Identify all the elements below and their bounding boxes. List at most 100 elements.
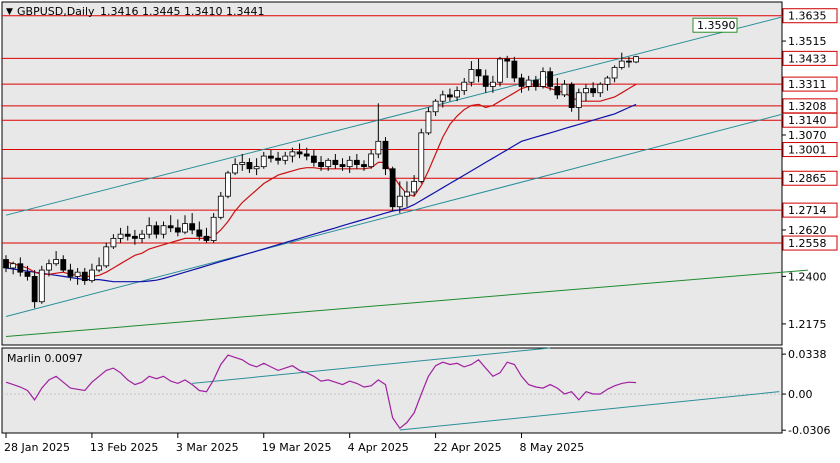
level-label-box-8	[782, 170, 838, 186]
candle-18	[131, 229, 138, 245]
candle-body-74	[532, 79, 539, 87]
level-label-box-2	[782, 50, 838, 66]
candle-body-88	[633, 56, 639, 63]
candle-29	[210, 213, 217, 243]
candle-body-31	[225, 172, 231, 197]
candle-body-9	[67, 269, 74, 277]
candle-body-59	[425, 111, 432, 134]
x-tick-label-6: 8 May 2025	[520, 441, 585, 454]
candle-3	[24, 265, 31, 281]
candle-86	[618, 52, 625, 70]
candle-body-50	[361, 164, 367, 168]
candle-5	[38, 265, 45, 304]
candle-body-26	[189, 223, 196, 231]
y-tick-label-2: 1.3433	[788, 52, 827, 65]
candle-73	[525, 75, 532, 91]
candle-9	[67, 263, 74, 281]
candle-body-70	[504, 58, 511, 62]
y-tick-label-12: 1.2400	[788, 270, 827, 283]
indicator-label: Marlin 0.0097	[7, 352, 83, 365]
candle-body-82	[590, 88, 597, 94]
candle-52	[375, 103, 382, 159]
candle-body-34	[246, 162, 253, 170]
candle-83	[597, 82, 604, 97]
candle-31	[225, 170, 231, 199]
candle-body-38	[275, 157, 281, 161]
candle-body-84	[604, 77, 611, 85]
osc-lower-trend-line	[399, 391, 780, 431]
long-trend-line	[5, 269, 808, 338]
ma-slow-line	[5, 103, 637, 283]
level-label-box-7	[782, 142, 838, 158]
y-tick-label-4: 1.3208	[788, 100, 827, 113]
candle-body-41	[296, 151, 303, 155]
candle-71	[511, 56, 518, 83]
candle-67	[482, 69, 489, 93]
candle-82	[590, 82, 597, 97]
candle-body-4	[31, 275, 38, 303]
candle-24	[174, 219, 181, 237]
candle-74	[532, 75, 539, 91]
candle-40	[289, 147, 296, 163]
osc-tick-label-1: 0.00	[788, 388, 813, 401]
candle-body-81	[583, 88, 589, 94]
candle-42	[303, 147, 310, 161]
candle-76	[547, 67, 554, 91]
candle-81	[583, 84, 589, 102]
candle-body-0	[3, 259, 9, 269]
candle-25	[182, 215, 188, 235]
symbol-label: GBPUSD,Daily	[17, 5, 95, 18]
candle-body-16	[117, 233, 124, 239]
candle-72	[518, 73, 525, 93]
candle-22	[160, 221, 167, 239]
candle-body-39	[282, 155, 289, 161]
candle-body-10	[74, 271, 81, 277]
candle-body-17	[124, 233, 131, 237]
candle-33	[239, 153, 246, 171]
candle-87	[626, 56, 632, 68]
candle-46	[332, 153, 339, 169]
candle-body-72	[518, 77, 525, 87]
candle-body-64	[461, 81, 468, 92]
candle-57	[411, 175, 418, 197]
candle-20	[146, 217, 153, 239]
candle-0	[3, 255, 9, 273]
candle-16	[117, 227, 124, 243]
candle-13	[96, 257, 102, 273]
candle-body-8	[60, 259, 67, 271]
candle-body-61	[439, 94, 446, 102]
candle-body-51	[368, 153, 375, 168]
candle-body-18	[131, 235, 138, 239]
candle-62	[447, 88, 453, 102]
y-tick-label-5: 1.3140	[788, 114, 827, 127]
y-tick-label-1: 1.3515	[788, 35, 827, 48]
candle-body-11	[81, 271, 88, 282]
candle-4	[31, 270, 38, 309]
candle-body-54	[389, 168, 396, 208]
candle-body-53	[382, 140, 389, 170]
candle-body-75	[540, 71, 546, 87]
candle-body-44	[318, 162, 324, 168]
candle-64	[461, 77, 468, 95]
candle-body-20	[146, 225, 153, 235]
candle-body-57	[411, 181, 418, 193]
candle-35	[253, 158, 260, 176]
y-tick-label-0: 1.3635	[788, 10, 827, 23]
x-tick-label-5: 22 Apr 2025	[434, 441, 502, 454]
candle-body-58	[418, 132, 425, 182]
candle-body-22	[160, 225, 167, 235]
y-tick-label-10: 1.2620	[788, 224, 827, 237]
y-tick-label-13: 1.2175	[788, 318, 827, 331]
candle-79	[568, 82, 575, 112]
candle-58	[418, 128, 425, 184]
candle-body-24	[174, 227, 181, 233]
osc-tick-label-2: -0.0306	[788, 424, 830, 437]
candle-body-3	[24, 271, 31, 277]
candle-63	[454, 86, 460, 102]
candle-body-23	[167, 225, 174, 229]
candle-27	[196, 221, 203, 241]
candle-39	[282, 151, 289, 165]
candle-48	[346, 156, 353, 173]
candle-60	[432, 99, 439, 116]
osc-tick-label-0: 0.0338	[788, 348, 827, 361]
